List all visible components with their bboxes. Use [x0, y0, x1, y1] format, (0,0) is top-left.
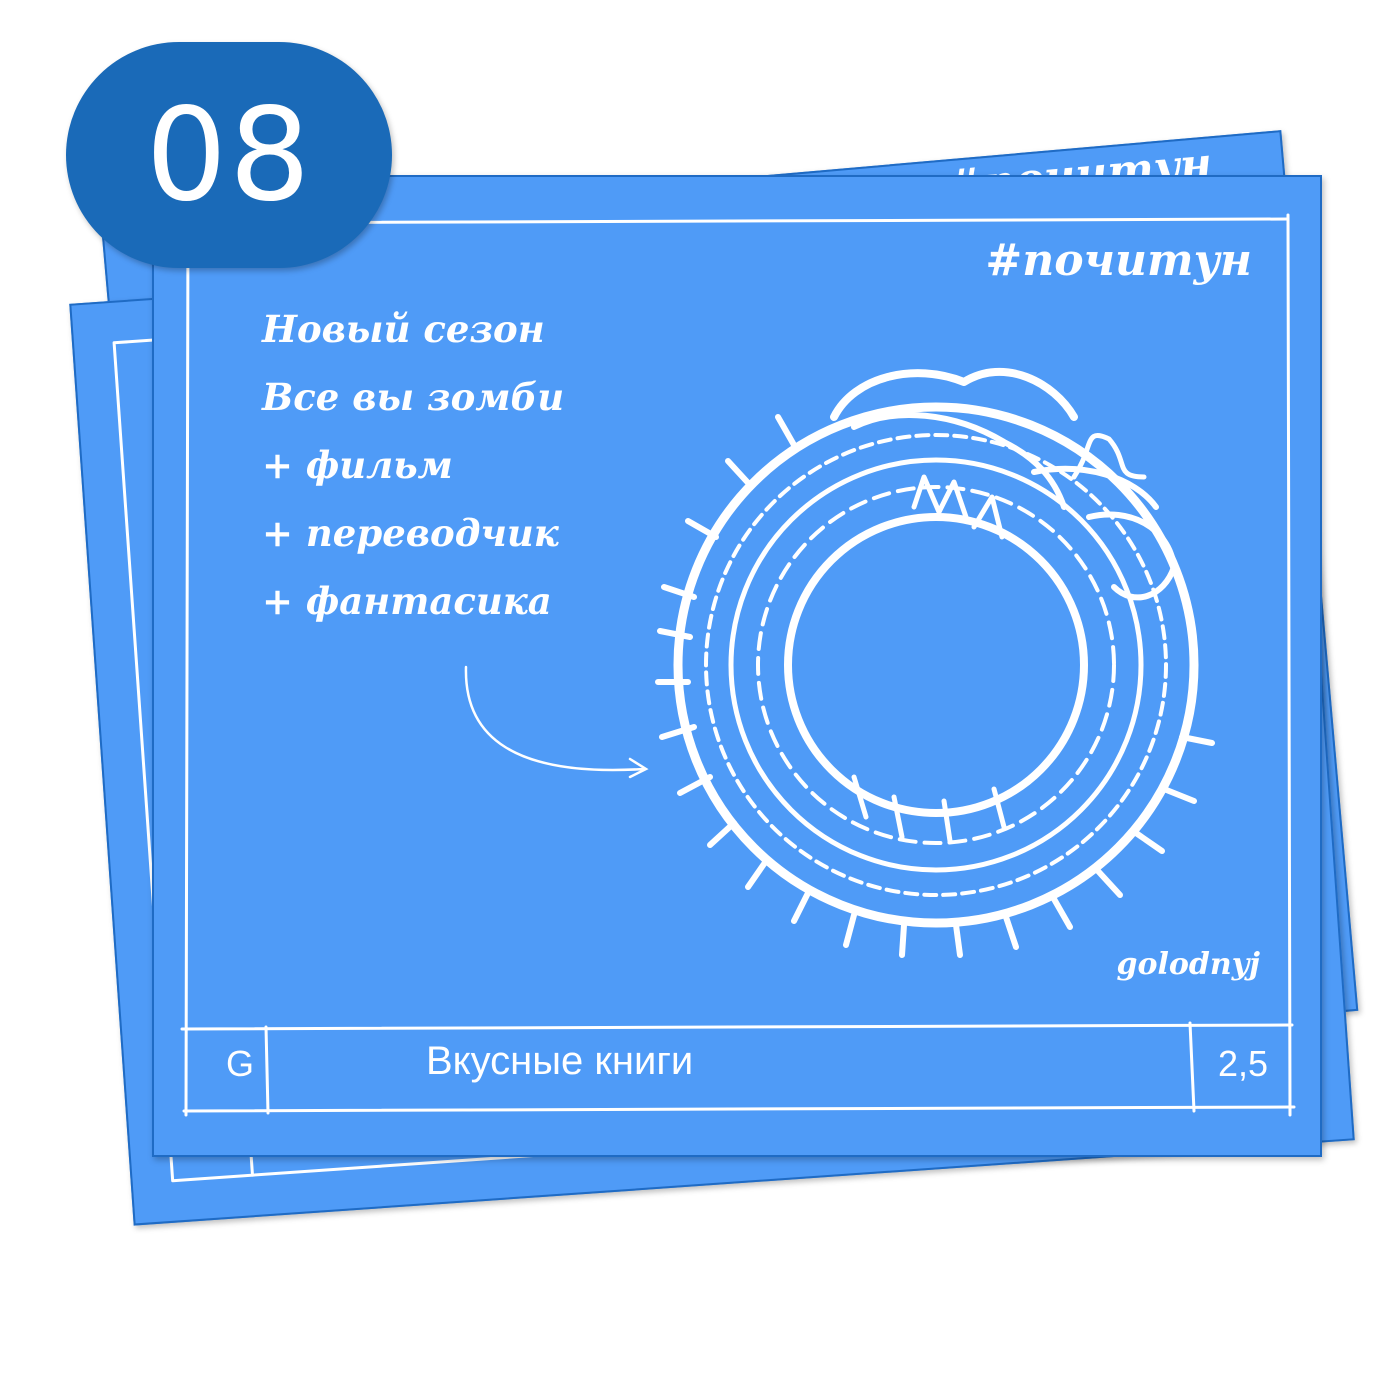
footer-price: 2,5 [1217, 1043, 1268, 1084]
footer-letter: G [226, 1043, 255, 1084]
ouroboros-serpent-icon [655, 368, 1215, 958]
note-item: + переводчик [262, 511, 559, 555]
notes-list: Новый сезон Все вы зомби + фильм + перев… [262, 295, 564, 635]
note-item: + фантасика [262, 579, 552, 623]
author-signature: golodnyj [1116, 947, 1260, 982]
number-badge: 08 [66, 42, 392, 268]
card-front: #почитун Новый сезон Все вы зомби + филь… [152, 175, 1322, 1157]
curved-arrow-icon [464, 665, 649, 779]
footer-title: Вкусные книги [426, 1039, 694, 1083]
card-front-hashtag: #почитун [985, 235, 1252, 286]
note-item: + фильм [262, 443, 453, 487]
note-item: Все вы зомби [262, 375, 565, 419]
note-item: Новый сезон [262, 307, 545, 351]
